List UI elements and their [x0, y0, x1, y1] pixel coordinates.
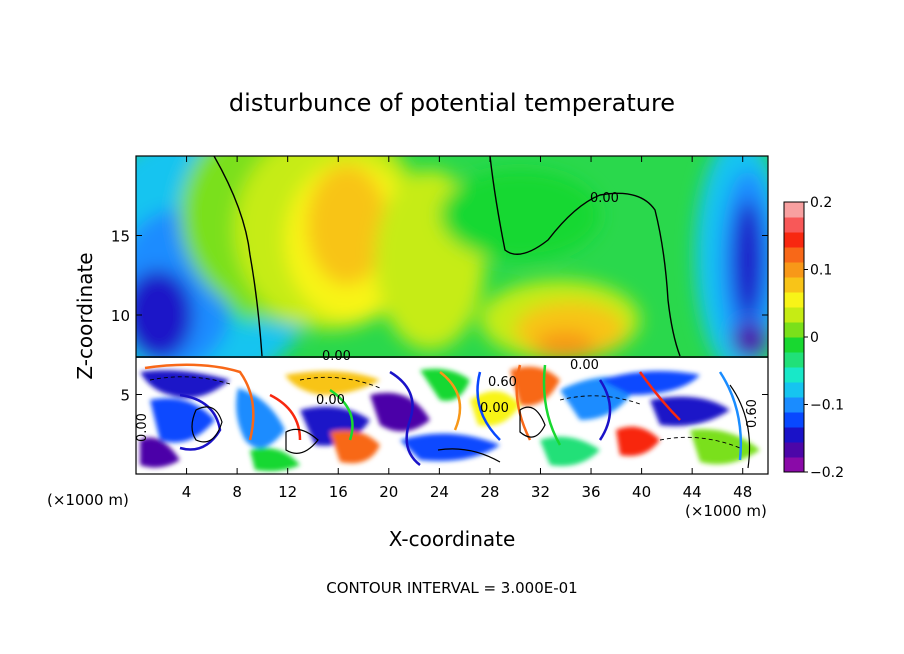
x-unit-right: (×1000 m) [685, 502, 767, 520]
contour-label: 0.00 [316, 393, 345, 408]
y-tick-label: 10 [111, 307, 130, 325]
x-tick-label: 20 [379, 483, 398, 501]
colorbar: 0.2 0.1 0 −0.1 −0.2 [783, 195, 844, 481]
x-tick-label: 12 [278, 483, 297, 501]
colorbar-swatch [784, 412, 804, 428]
colorbar-swatch [784, 352, 804, 368]
contour-label: 0.00 [480, 401, 509, 416]
colorbar-tick-label: 0.2 [810, 195, 832, 211]
contour-label: 0.60 [488, 375, 517, 390]
contour-label: 0.00 [590, 191, 619, 206]
colorbar-swatch [784, 337, 804, 353]
colorbar-swatch [784, 457, 804, 473]
x-tick-label: 4 [182, 483, 192, 501]
chart-title: disturbunce of potential temperature [229, 89, 675, 117]
y-axis: 5 10 15 [111, 228, 768, 405]
y-axis-label: Z-coordinate [73, 252, 97, 379]
x-axis: 4 8 12 16 20 24 28 32 36 40 44 48 [182, 156, 752, 501]
x-tick-label: 16 [329, 483, 348, 501]
x-tick-label: 32 [531, 483, 550, 501]
x-unit-left: (×1000 m) [47, 491, 129, 509]
x-axis-label: X-coordinate [389, 527, 516, 551]
x-tick-label: 48 [733, 483, 752, 501]
colorbar-swatch [784, 397, 804, 413]
contour-label: 0.60 [745, 399, 760, 428]
colorbar-swatch [784, 217, 804, 233]
colorbar-swatch [784, 382, 804, 398]
contour-label: 0.00 [570, 358, 599, 373]
colorbar-swatch [784, 277, 804, 293]
x-tick-label: 36 [581, 483, 600, 501]
colorbar-swatch [784, 322, 804, 338]
colorbar-swatch [784, 367, 804, 383]
contour-label: 0.00 [135, 413, 150, 442]
colorbar-swatch [784, 202, 804, 218]
colorbar-swatch [784, 262, 804, 278]
colorbar-tick-label: 0 [810, 330, 819, 346]
y-tick-label: 5 [120, 387, 130, 405]
colorbar-tick-label: −0.1 [810, 398, 844, 414]
y-tick-label: 15 [111, 228, 130, 246]
colorbar-swatch [784, 427, 804, 443]
contour-label: 0.00 [322, 349, 351, 364]
contour-interval-note: CONTOUR INTERVAL = 3.000E-01 [326, 579, 577, 597]
colorbar-tick-label: 0.1 [810, 263, 832, 279]
colorbar-swatch [784, 442, 804, 458]
x-tick-label: 44 [683, 483, 702, 501]
x-tick-label: 28 [480, 483, 499, 501]
contour-labels: 0.00 0.00 0.00 0.00 0.00 0.60 0.00 0.60 [135, 191, 760, 442]
colorbar-swatch [784, 307, 804, 323]
x-tick-label: 8 [232, 483, 242, 501]
potential-temperature-field [136, 156, 768, 474]
colorbar-swatch [784, 232, 804, 248]
x-tick-label: 24 [430, 483, 449, 501]
x-tick-label: 40 [632, 483, 651, 501]
colorbar-swatch [784, 247, 804, 263]
colorbar-tick-label: −0.2 [810, 465, 844, 481]
colorbar-swatch [784, 292, 804, 308]
